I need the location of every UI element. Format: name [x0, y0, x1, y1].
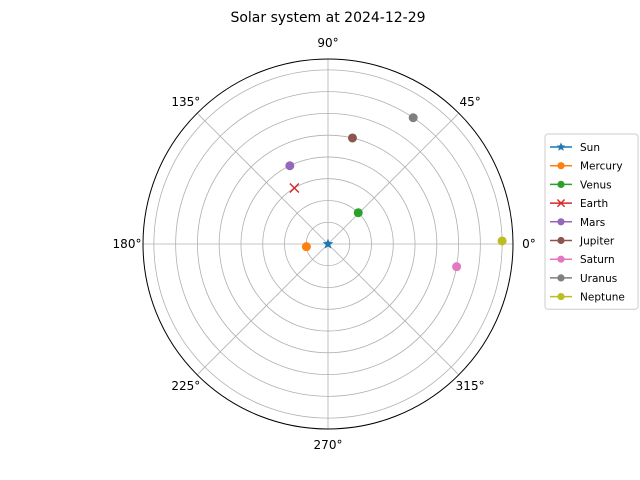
venus-marker	[557, 180, 565, 188]
theta-tick-label: 135°	[171, 95, 200, 109]
legend-label: Neptune	[580, 292, 625, 304]
theta-tick-label: 270°	[314, 438, 343, 452]
saturn-marker	[557, 255, 565, 263]
uranus-marker	[557, 274, 565, 282]
saturn-marker	[452, 262, 462, 272]
theta-tick-label: 45°	[459, 95, 480, 109]
theta-gridline-225	[196, 243, 329, 376]
legend-label: Earth	[580, 198, 608, 210]
legend-entry: Mars	[550, 217, 605, 229]
legend-label: Mars	[580, 217, 605, 229]
legend-entry: Earth	[550, 198, 608, 210]
legend-entry: Mercury	[550, 161, 623, 173]
legend: Sun Mercury Venus Earth Mars Jupiter Saturn Ura…	[544, 133, 639, 310]
legend-entry: Venus	[550, 179, 612, 191]
legend-entry: Saturn	[550, 254, 615, 266]
theta-gridline-135	[196, 112, 329, 245]
planet-markers	[285, 113, 507, 272]
theta-tick-label: 90°	[317, 36, 338, 50]
theta-tick-label: 315°	[456, 379, 485, 393]
uranus-marker	[408, 113, 418, 123]
legend-label: Sun	[580, 142, 600, 154]
neptune-marker	[497, 236, 507, 246]
venus-marker	[353, 208, 363, 218]
polar-frame	[142, 58, 514, 430]
theta-gridline-315	[327, 243, 460, 376]
mercury-marker	[557, 162, 565, 170]
legend-frame	[544, 133, 639, 310]
legend-label: Saturn	[580, 254, 615, 266]
mercury-marker	[301, 242, 311, 252]
polar-grid	[142, 58, 514, 430]
earth-marker	[289, 183, 300, 194]
legend-entry: Jupiter	[550, 236, 615, 248]
legend-entry: Sun	[550, 142, 600, 154]
jupiter-marker	[557, 236, 565, 245]
legend-entry: Neptune	[550, 292, 625, 304]
theta-tick-label: 225°	[171, 379, 200, 393]
mars-marker	[285, 161, 295, 171]
legend-label: Mercury	[580, 161, 623, 173]
mars-marker	[557, 218, 565, 226]
neptune-marker	[557, 293, 565, 301]
sun-marker	[556, 142, 566, 151]
legend-entry: Uranus	[550, 273, 617, 285]
chart-title: Solar system at 2024-12-29	[230, 10, 425, 26]
earth-marker	[556, 199, 566, 208]
theta-tick-label: 180°	[113, 237, 142, 251]
theta-tick-labels: 0° 45° 90° 135° 180° 225° 270° 315°	[113, 36, 536, 452]
jupiter-marker	[347, 133, 357, 143]
legend-label: Uranus	[580, 273, 617, 285]
legend-label: Jupiter	[579, 236, 615, 248]
theta-tick-label: 0°	[522, 237, 536, 251]
legend-label: Venus	[580, 179, 612, 191]
theta-gridline-45	[327, 112, 460, 245]
sun-marker	[322, 238, 334, 249]
